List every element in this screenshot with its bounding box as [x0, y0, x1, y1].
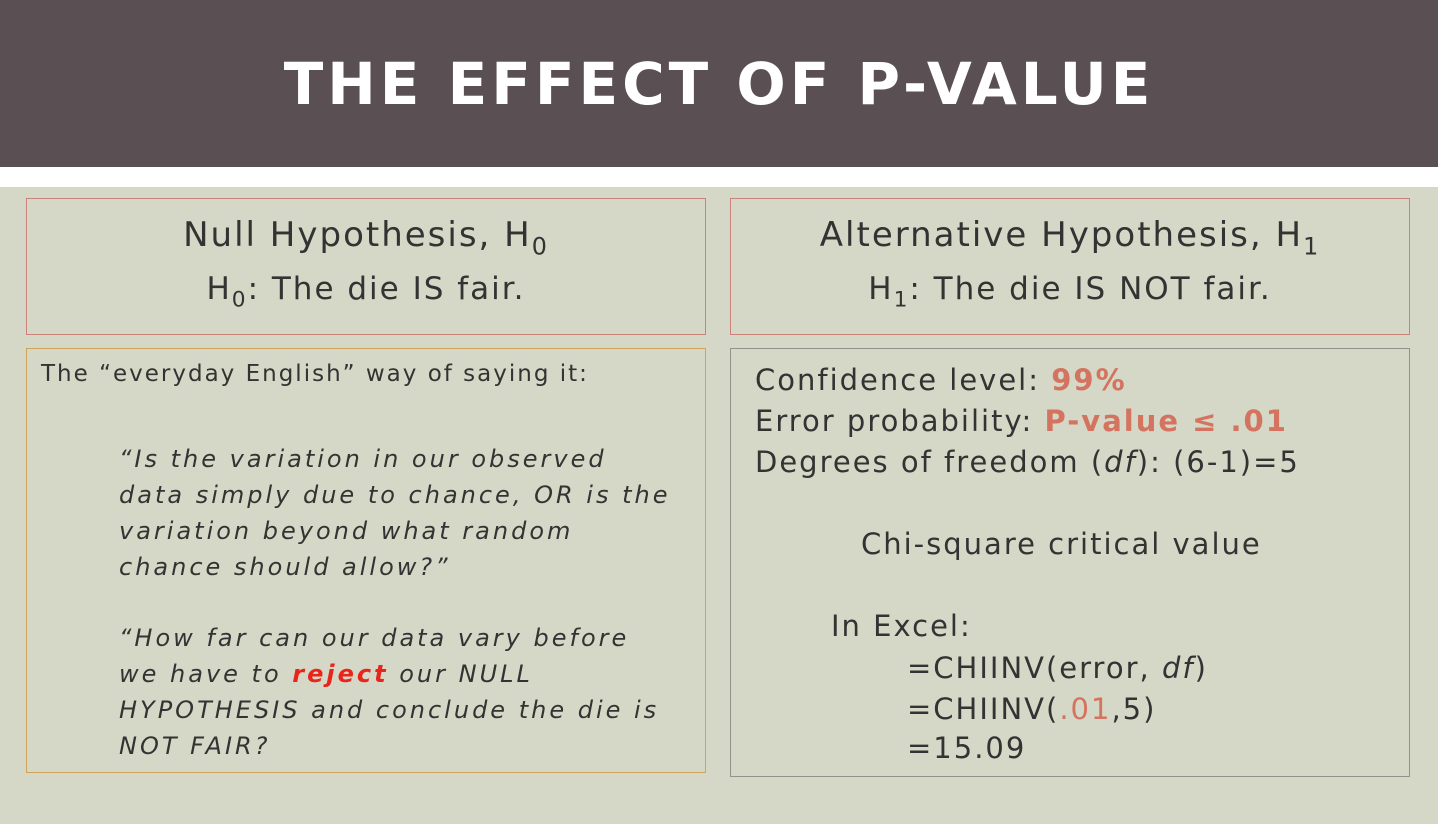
- slide-title: THE EFFECT OF P-VALUE: [283, 49, 1155, 118]
- null-hypothesis-statement: H0: The die IS fair.: [206, 271, 526, 313]
- everyday-quote-2: “How far can our data vary before we hav…: [119, 624, 660, 760]
- everyday-english-box: The “everyday English” way of saying it:…: [26, 348, 706, 773]
- error-probability: Error probability: P-value ≤ .01: [755, 404, 1288, 438]
- header-divider: [0, 167, 1438, 187]
- null-hypothesis-box: Null Hypothesis, H0 H0: The die IS fair.: [26, 198, 706, 335]
- alt-hypothesis-box: Alternative Hypothesis, H1 H1: The die I…: [730, 198, 1410, 335]
- reject-highlight: reject: [292, 660, 389, 688]
- everyday-lead: The “everyday English” way of saying it:: [41, 361, 589, 387]
- everyday-quote-1: “Is the variation in our observed data s…: [119, 445, 671, 581]
- degrees-of-freedom: Degrees of freedom (df): (6-1)=5: [755, 445, 1300, 479]
- confidence-level: Confidence level: 99%: [755, 363, 1127, 397]
- calculation-box: Confidence level: 99% Error probability:…: [730, 348, 1410, 777]
- formula-general: =CHIINV(error, df): [907, 651, 1208, 685]
- excel-label: In Excel:: [831, 609, 972, 643]
- alt-hypothesis-statement: H1: The die IS NOT fair.: [868, 271, 1272, 313]
- alt-hypothesis-heading: Alternative Hypothesis, H1: [819, 215, 1321, 261]
- null-hypothesis-heading: Null Hypothesis, H0: [183, 215, 549, 261]
- formula-result: =15.09: [907, 731, 1027, 765]
- critical-value-title: Chi-square critical value: [861, 527, 1262, 561]
- formula-applied: =CHIINV(.01,5): [907, 692, 1157, 726]
- slide-header: THE EFFECT OF P-VALUE: [0, 0, 1438, 167]
